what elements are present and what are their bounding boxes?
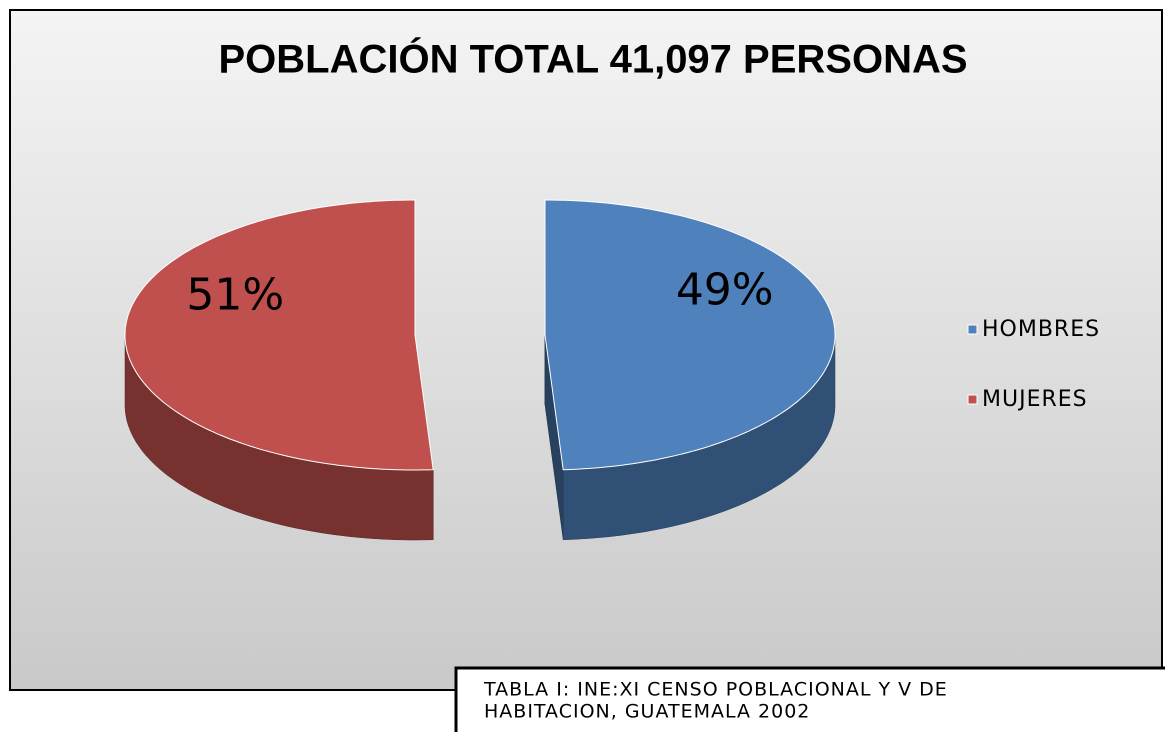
slice — [124, 199, 434, 471]
legend-swatch — [967, 324, 978, 335]
source-line: HABITACION, GUATEMALA 2002 — [484, 701, 810, 723]
data-label: 49% — [676, 264, 774, 315]
legend-label: HOMBRES — [982, 317, 1100, 342]
chart-title: POBLACIÓN TOTAL 41,097 PERSONAS — [218, 36, 967, 82]
slice — [544, 199, 836, 471]
source-line: TABLA I: INE:XI CENSO POBLACIONAL Y V DE — [483, 679, 948, 701]
legend-swatch — [967, 394, 978, 405]
source-box — [454, 666, 1165, 732]
legend-label: MUJERES — [982, 387, 1088, 412]
data-label: 51% — [186, 270, 284, 321]
